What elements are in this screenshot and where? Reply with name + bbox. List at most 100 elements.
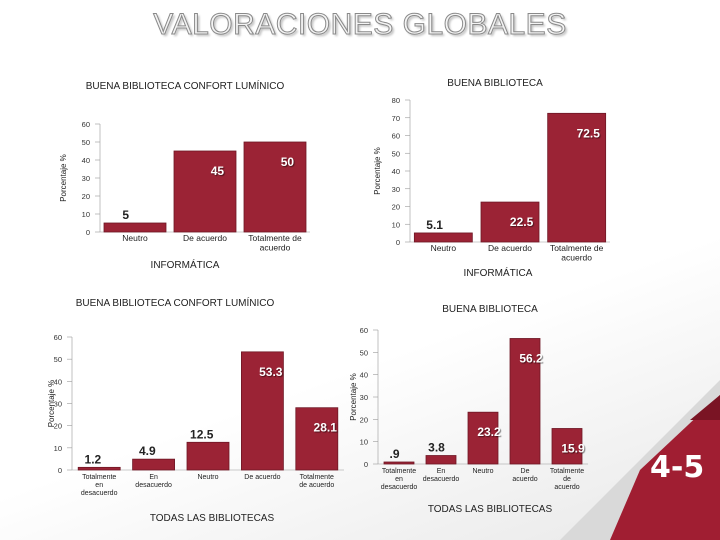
bar <box>467 411 499 465</box>
y-tick-label: 10 <box>54 444 62 453</box>
x-tick-label: Neutro <box>472 468 493 475</box>
y-tick-label: 80 <box>392 96 400 105</box>
x-tick-label-line: en <box>395 476 403 483</box>
chart-subtitle: INFORMÁTICA <box>464 266 533 279</box>
x-tick-label-line: Neutro <box>431 243 457 253</box>
y-tick-label: 0 <box>396 238 400 247</box>
y-tick-label: 50 <box>392 149 400 158</box>
x-tick-label: De acuerdo <box>244 474 280 481</box>
y-tick-label: 40 <box>82 156 90 165</box>
x-tick-label: De acuerdo <box>488 243 532 253</box>
y-tick-label: 50 <box>360 348 368 357</box>
data-label: 22.5 <box>510 215 534 229</box>
x-tick-label-line: Totalmente de <box>248 233 302 243</box>
x-tick-label-line: Totalmente <box>300 474 334 481</box>
y-tick-label: 0 <box>86 228 90 237</box>
y-tick-label: 0 <box>364 460 368 469</box>
data-label: 53.3 <box>259 365 283 379</box>
chart-2: BUENA BIBLIOTECA INFORMÁTICA Porcentaje % 0… <box>373 78 610 279</box>
bar <box>425 455 457 465</box>
chart-4: BUENA BIBLIOTECA TODAS LAS BIBLIOTECAS Por… <box>349 304 588 515</box>
y-tick-label: 30 <box>82 174 90 183</box>
x-tick-label: De acuerdo <box>512 468 537 483</box>
x-tick-label-line: Neutro <box>122 233 148 243</box>
bar <box>383 461 415 465</box>
y-tick-label: 30 <box>360 393 368 402</box>
y-tick-label: 30 <box>54 400 62 409</box>
x-tick-label-line: De acuerdo <box>488 243 532 253</box>
y-tick-label: 50 <box>54 355 62 364</box>
page-title: VALORACIONES GLOBALES <box>153 8 567 42</box>
x-tick-label: En desacuerdo <box>135 474 172 489</box>
x-tick-label-line: Totalmente <box>550 468 584 475</box>
data-label: 12.5 <box>190 427 214 441</box>
x-tick-label-line: de <box>563 476 571 483</box>
x-tick-label: Totalmente de acuerdo <box>248 233 302 253</box>
chart-title: BUENA BIBLIOTECA <box>442 304 538 315</box>
bar <box>551 428 583 465</box>
chart-title: BUENA BIBLIOTECA CONFORT LUMÍNICO <box>86 79 285 92</box>
y-axis-label: Porcentaje % <box>373 147 382 195</box>
bar <box>243 141 307 233</box>
y-tick-label: 20 <box>360 415 368 424</box>
x-tick-label: Neutro <box>197 474 218 481</box>
x-tick-label-line: En <box>149 474 158 481</box>
y-tick-label: 40 <box>54 377 62 386</box>
x-tick-label: En desacuerdo <box>423 468 460 483</box>
y-tick-label: 60 <box>360 326 368 335</box>
x-tick-label-line: Neutro <box>197 474 218 481</box>
bar <box>413 232 473 243</box>
corner-shape-red <box>610 395 720 540</box>
data-label: 4.9 <box>139 444 156 458</box>
x-tick-label-line: De acuerdo <box>183 233 227 243</box>
bar <box>480 201 540 243</box>
y-tick-label: 60 <box>82 120 90 129</box>
y-tick-label: 50 <box>82 138 90 147</box>
chart-3: BUENA BIBLIOTECA CONFORT LUMÍNICO TODAS L… <box>47 296 344 524</box>
bar <box>240 351 284 471</box>
chart-title: BUENA BIBLIOTECA CONFORT LUMÍNICO <box>76 296 275 309</box>
y-tick-label: 20 <box>392 203 400 212</box>
x-tick-label-line: en <box>95 482 103 489</box>
chart-1: BUENA BIBLIOTECA CONFORT LUMÍNICO INFORMÁ… <box>59 79 310 271</box>
x-tick-label-line: Totalmente de <box>550 243 604 253</box>
x-tick-label-line: acuerdo <box>512 476 537 483</box>
x-tick-label: Totalmente de acuerdo <box>550 243 604 263</box>
x-tick-label: De acuerdo <box>183 233 227 243</box>
data-label: 72.5 <box>577 126 601 140</box>
y-tick-label: 20 <box>82 192 90 201</box>
y-tick-label: 40 <box>392 167 400 176</box>
data-label: 15.9 <box>561 441 585 455</box>
bar <box>295 407 339 471</box>
x-tick-label: Totalmente en desacuerdo <box>81 474 118 497</box>
data-label: 3.8 <box>428 441 445 455</box>
x-tick-label-line: acuerdo <box>260 243 291 253</box>
data-label: 23.2 <box>477 425 501 439</box>
x-tick-label-line: En <box>437 468 446 475</box>
x-tick-label-line: De <box>521 468 530 475</box>
y-axis-label: Porcentaje % <box>59 154 68 202</box>
x-tick-label-line: Totalmente <box>82 474 116 481</box>
x-tick-label-line: de acuerdo <box>299 482 334 489</box>
slide-number: 4-5 <box>650 450 705 485</box>
bar <box>132 458 176 471</box>
x-tick-label-line: acuerdo <box>561 253 592 263</box>
data-label: 28.1 <box>314 421 338 435</box>
y-tick-label: 70 <box>392 114 400 123</box>
bar <box>186 441 230 471</box>
y-tick-label: 60 <box>54 333 62 342</box>
chart-subtitle: TODAS LAS BIBLIOTECAS <box>150 513 275 524</box>
y-tick-label: 40 <box>360 371 368 380</box>
y-tick-label: 60 <box>392 132 400 141</box>
y-axis-label: Porcentaje % <box>349 373 358 421</box>
bar <box>77 466 121 471</box>
y-tick-label: 20 <box>54 422 62 431</box>
data-label: 1.2 <box>85 452 102 466</box>
x-tick-label-line: De acuerdo <box>244 474 280 481</box>
x-tick-label-line: Neutro <box>472 468 493 475</box>
data-label: .9 <box>389 447 399 461</box>
x-tick-label-line: acuerdo <box>554 484 579 491</box>
corner-shape-dark <box>690 395 720 420</box>
